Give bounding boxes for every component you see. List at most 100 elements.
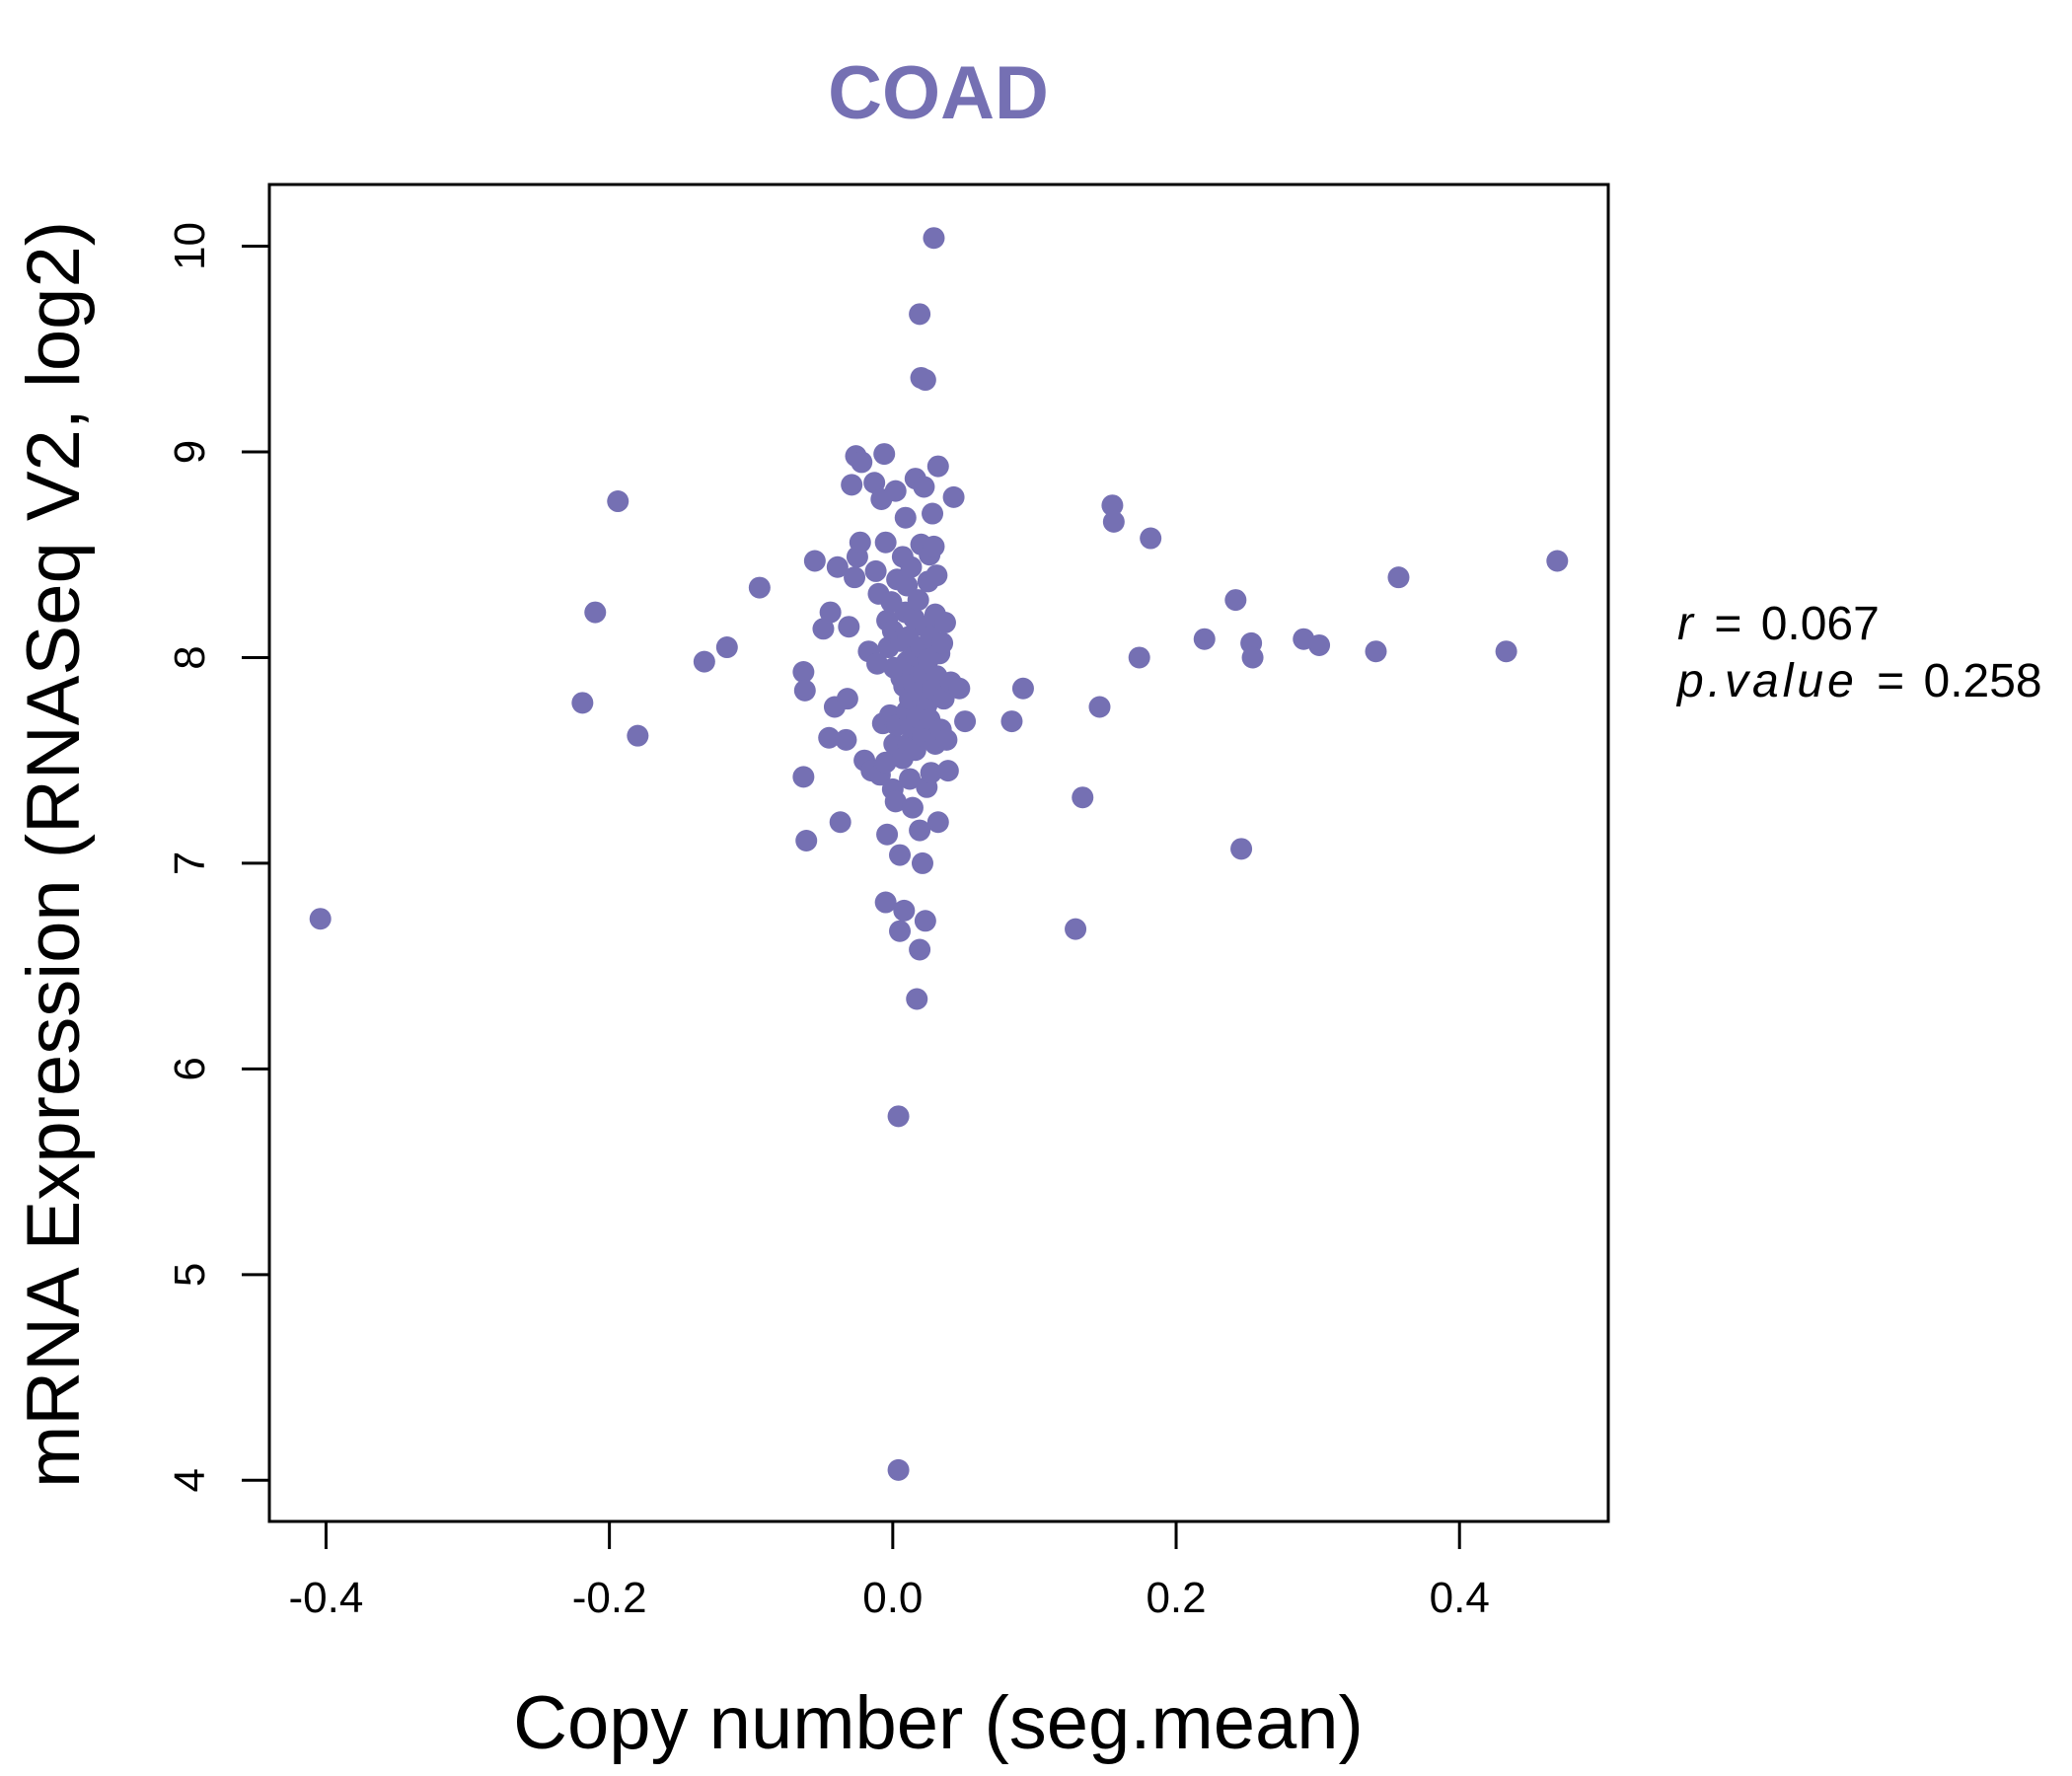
data-point	[829, 811, 851, 834]
data-point	[584, 601, 607, 624]
data-point	[909, 303, 931, 326]
data-point	[1241, 646, 1264, 669]
data-point	[795, 829, 818, 851]
data-point	[1000, 710, 1023, 733]
r-equals: =	[1714, 598, 1741, 650]
data-point	[1308, 633, 1331, 656]
data-point	[1224, 589, 1247, 612]
data-point	[1072, 786, 1094, 809]
y-axis-title: mRNA Expression (RNASeq V2, log2)	[12, 221, 96, 1488]
x-tick-label: 0.0	[862, 1574, 923, 1622]
data-point	[884, 480, 907, 502]
data-point	[1088, 696, 1111, 718]
data-point	[803, 550, 826, 572]
data-point	[900, 555, 923, 578]
data-point	[889, 844, 912, 866]
data-point	[920, 762, 942, 784]
data-point	[907, 589, 929, 612]
data-point	[933, 612, 956, 634]
x-axis: -0.4 -0.2 0.0 0.2 0.4	[289, 1519, 1490, 1622]
data-point	[826, 555, 849, 578]
y-tick-label: 4	[166, 1468, 214, 1492]
data-point	[715, 636, 738, 659]
data-point	[923, 535, 945, 557]
x-axis-title: Copy number (seg.mean)	[513, 1681, 1364, 1765]
data-point	[874, 891, 897, 914]
y-axis: 4 5 6 7 8 9 10	[166, 222, 271, 1493]
data-point	[914, 910, 936, 932]
data-point	[926, 455, 949, 478]
data-point	[954, 710, 977, 733]
data-point	[571, 692, 594, 714]
data-point	[911, 851, 933, 874]
data-point	[863, 472, 886, 494]
data-point	[936, 760, 959, 782]
data-point	[1495, 640, 1517, 663]
p-annotation: p.value = 0.258	[1675, 655, 2042, 707]
x-tick-label: 0.4	[1430, 1574, 1490, 1622]
data-point	[693, 650, 715, 673]
data-point	[889, 920, 912, 942]
data-point	[792, 766, 815, 788]
data-point	[873, 443, 896, 466]
data-point	[876, 823, 899, 846]
data-point	[819, 601, 842, 624]
data-point	[836, 688, 858, 710]
data-point	[835, 728, 857, 751]
r-annotation: r = 0.067	[1677, 598, 1880, 650]
plot-area-frame	[267, 183, 1610, 1523]
data-point	[922, 502, 944, 525]
data-point	[899, 768, 922, 790]
data-point	[792, 661, 815, 684]
x-tick-label: -0.4	[289, 1574, 364, 1622]
p-label: p.value	[1675, 655, 1858, 707]
y-tick-label: 6	[166, 1057, 214, 1080]
data-point	[914, 369, 936, 392]
data-point	[874, 751, 897, 774]
data-point	[1102, 510, 1125, 533]
p-equals: =	[1877, 655, 1904, 707]
y-tick-label: 9	[166, 440, 214, 464]
data-point	[1193, 628, 1216, 650]
data-point	[884, 790, 907, 813]
data-point	[948, 677, 971, 700]
data-point	[931, 631, 954, 654]
data-point	[1101, 494, 1124, 517]
data-point	[909, 819, 931, 842]
data-point	[851, 451, 873, 474]
y-tick-label: 8	[166, 645, 214, 669]
data-point	[874, 531, 897, 554]
data-point	[812, 618, 835, 640]
y-tick-label: 5	[166, 1263, 214, 1287]
x-tick-label: 0.2	[1146, 1574, 1206, 1622]
data-point	[942, 485, 965, 508]
data-point	[1065, 918, 1087, 940]
chart-title: COAD	[828, 51, 1049, 135]
data-point	[901, 796, 924, 819]
data-point	[894, 506, 917, 529]
data-point	[923, 227, 945, 250]
data-point	[607, 490, 629, 513]
data-point	[1128, 646, 1150, 669]
data-point	[909, 938, 931, 961]
y-tick-label: 10	[166, 222, 214, 270]
y-tick-label: 7	[166, 851, 214, 875]
data-point	[893, 899, 916, 922]
data-point	[925, 564, 948, 587]
data-point	[932, 688, 955, 710]
data-point	[864, 559, 887, 582]
data-point	[866, 652, 889, 675]
data-point	[849, 531, 871, 554]
data-point	[1546, 550, 1569, 572]
data-point	[935, 728, 958, 751]
data-point	[841, 474, 863, 496]
data-point	[748, 576, 771, 599]
r-value: 0.067	[1761, 598, 1880, 650]
data-points	[309, 227, 1569, 1481]
data-point	[1365, 640, 1387, 663]
data-point	[906, 988, 928, 1010]
p-value: 0.258	[1924, 655, 2042, 707]
data-point	[887, 1105, 910, 1128]
data-point	[1011, 677, 1034, 700]
data-point	[627, 724, 649, 747]
